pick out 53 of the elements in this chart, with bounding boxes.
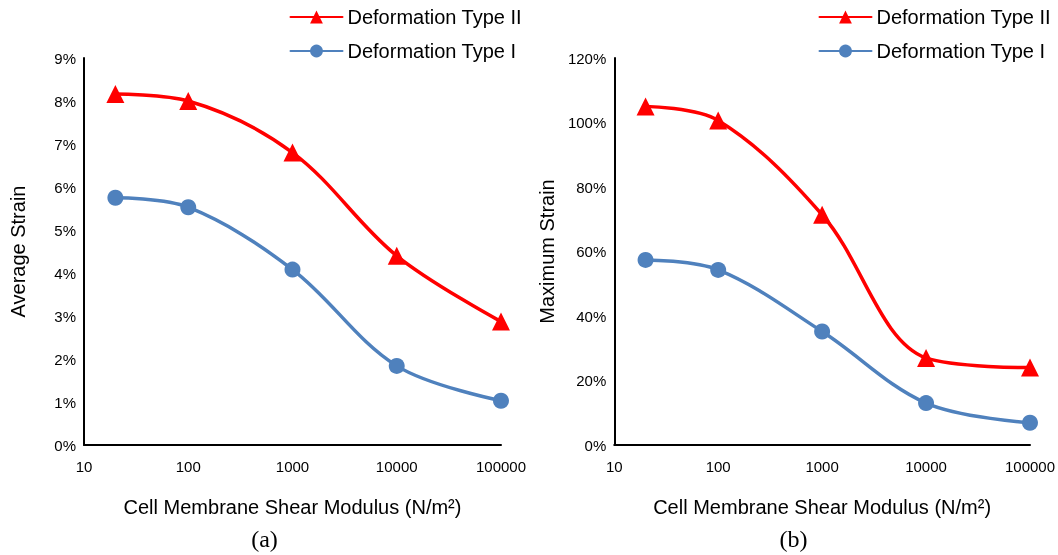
x-tick-label: 1000	[805, 458, 839, 475]
x-tick-label: 100000	[1004, 458, 1055, 475]
point	[492, 392, 509, 409]
point	[283, 143, 302, 162]
y-tick-label: 3%	[54, 307, 76, 325]
x-tick-label: 100	[705, 458, 731, 475]
y-axis-title: Maximum Strain	[536, 179, 558, 324]
y-tick-label: 80%	[576, 178, 607, 196]
x-axis-title: Cell Membrane Shear Modulus (N/m²)	[123, 496, 462, 518]
point	[387, 246, 406, 265]
legend-label: Deformation Type I	[876, 40, 1046, 62]
point	[710, 261, 727, 278]
legend-label: Deformation Type I	[347, 40, 517, 62]
y-tick-label: 2%	[54, 350, 76, 368]
x-tick-label: 10	[605, 458, 623, 475]
y-tick-label: 5%	[54, 221, 76, 239]
y-tick-label: 0%	[54, 436, 76, 454]
y-tick-label: 20%	[576, 372, 607, 389]
point	[814, 323, 831, 340]
x-tick-label: 10	[75, 458, 93, 475]
text: (b)	[779, 526, 808, 552]
x-tick-label: 100	[175, 458, 201, 475]
x-axis-title: Cell Membrane Shear Modulus (N/m²)	[653, 496, 992, 518]
text: (a)	[251, 526, 278, 552]
y-tick-label: 40%	[576, 307, 607, 325]
y-tick-label: 1%	[54, 393, 76, 411]
x-tick-label: 10000	[905, 458, 947, 475]
point	[388, 357, 405, 374]
x-tick-label: 100000	[475, 458, 526, 475]
point	[918, 395, 935, 412]
legend-label: Deformation Type II	[876, 6, 1051, 28]
point	[179, 92, 198, 110]
y-tick-label: 60%	[576, 243, 607, 260]
x-tick-label: 1000	[275, 458, 310, 475]
point	[917, 348, 936, 367]
y-tick-label: 0%	[584, 436, 607, 454]
y-tick-label: 100%	[567, 114, 607, 131]
point	[813, 205, 832, 224]
y-tick-label: 4%	[54, 264, 76, 282]
legend-label: Deformation Type II	[347, 6, 522, 28]
y-tick-label: 120%	[567, 49, 607, 67]
y-axis-title: Average Strain	[7, 185, 29, 318]
y-tick-label: 6%	[54, 178, 76, 196]
y-tick-label: 8%	[54, 92, 76, 110]
point	[709, 111, 728, 130]
point	[1021, 414, 1038, 431]
y-tick-label: 7%	[54, 135, 76, 153]
y-tick-label: 9%	[54, 49, 76, 67]
point	[491, 312, 510, 331]
x-tick-label: 10000	[375, 458, 418, 475]
point	[1020, 358, 1039, 377]
point	[284, 261, 301, 278]
point	[180, 199, 197, 216]
